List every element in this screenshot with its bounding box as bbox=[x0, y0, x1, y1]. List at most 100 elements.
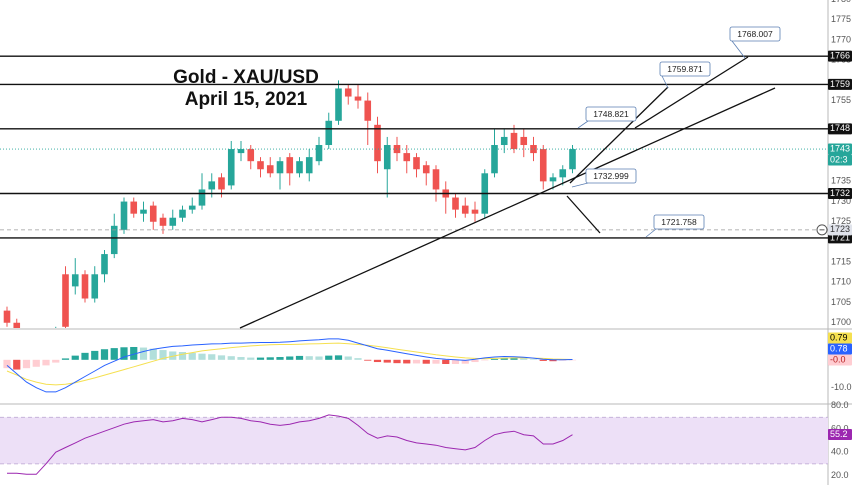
candle-body bbox=[169, 217, 177, 226]
histogram-bar bbox=[139, 347, 148, 360]
histogram-bar bbox=[393, 359, 401, 364]
histogram-bar bbox=[208, 354, 216, 360]
histogram-bar bbox=[539, 359, 547, 361]
candle-body bbox=[101, 254, 108, 275]
candle-body bbox=[549, 177, 557, 182]
candle-body bbox=[13, 322, 21, 328]
candle-body bbox=[452, 197, 459, 210]
histogram-bar bbox=[81, 352, 89, 360]
histogram-bar bbox=[461, 359, 469, 364]
candle-body bbox=[3, 310, 11, 323]
histogram-bar bbox=[373, 359, 382, 363]
histogram-bar bbox=[510, 358, 518, 360]
trend-line bbox=[566, 195, 601, 234]
candle-body bbox=[569, 149, 576, 170]
current-price-tag-bg bbox=[828, 143, 852, 155]
histogram-bar bbox=[403, 359, 411, 364]
histogram-bar bbox=[549, 359, 557, 362]
callout-label: 1721.758 bbox=[661, 217, 697, 227]
candle-body bbox=[403, 153, 411, 162]
histogram-bar bbox=[481, 359, 489, 361]
histogram-bar bbox=[22, 359, 31, 369]
histogram-bar bbox=[237, 357, 245, 360]
candle-body bbox=[218, 177, 225, 190]
histogram-bar bbox=[520, 358, 528, 360]
macd-pane bbox=[3, 338, 577, 393]
candle-body bbox=[315, 145, 323, 162]
histogram-bar bbox=[266, 357, 274, 360]
histogram-bar bbox=[490, 358, 499, 360]
candle-body bbox=[500, 136, 508, 146]
histogram-bar bbox=[61, 358, 70, 360]
candle-body bbox=[325, 120, 333, 146]
candle-body bbox=[247, 149, 255, 162]
callout-leader bbox=[571, 182, 589, 188]
histogram-bar bbox=[130, 346, 138, 360]
trend-line bbox=[634, 56, 749, 129]
rsi-pane bbox=[0, 414, 828, 475]
histogram-bar bbox=[529, 359, 538, 360]
trend-line bbox=[569, 86, 669, 184]
histogram-bar bbox=[3, 359, 11, 369]
candle-body bbox=[354, 96, 362, 101]
y-tick-label: 1755 bbox=[831, 95, 851, 105]
histogram-bar bbox=[32, 359, 40, 367]
histogram-bar bbox=[451, 359, 460, 364]
histogram-bar bbox=[364, 359, 372, 361]
level-tag-bg bbox=[828, 187, 852, 199]
histogram-bar bbox=[247, 357, 255, 360]
y-tick-label: 1715 bbox=[831, 257, 851, 267]
candle-body bbox=[374, 124, 381, 162]
callout-label: 1759.871 bbox=[667, 64, 703, 74]
countdown-tag: 02:3 bbox=[830, 154, 848, 164]
rsi-line bbox=[7, 414, 573, 475]
y-tick-label: 1705 bbox=[831, 297, 851, 307]
histogram-bar bbox=[13, 359, 21, 370]
histogram-bar bbox=[432, 359, 440, 364]
marker-tag: 1723 bbox=[830, 224, 850, 234]
candle-body bbox=[188, 205, 196, 210]
callout-box bbox=[659, 61, 711, 77]
histogram-bar bbox=[120, 347, 128, 360]
candle-body bbox=[286, 157, 294, 174]
histogram-bar bbox=[159, 350, 167, 360]
candle-body bbox=[461, 205, 469, 214]
callout-box bbox=[653, 214, 705, 230]
marker-tag-bg bbox=[828, 224, 852, 236]
macd-tag-bg bbox=[828, 343, 852, 355]
histogram-bar bbox=[188, 352, 196, 360]
histogram-bar bbox=[110, 348, 118, 360]
candle-body bbox=[130, 201, 138, 214]
histogram-bar bbox=[344, 356, 352, 360]
y-tick-label: 1780 bbox=[831, 0, 851, 4]
candle-body bbox=[198, 189, 206, 206]
histogram-bar bbox=[276, 357, 284, 360]
level-tag: 1748 bbox=[830, 123, 850, 133]
callout-leader bbox=[645, 228, 657, 238]
candle-body bbox=[432, 169, 440, 190]
y-tick-label: 60.0 bbox=[831, 423, 849, 433]
histogram-bar bbox=[71, 355, 79, 360]
histogram-bar bbox=[295, 355, 304, 360]
histogram-bar bbox=[383, 359, 391, 363]
histogram-bar bbox=[42, 359, 50, 366]
chart-title: Gold - XAU/USD bbox=[173, 67, 319, 88]
callout-leader bbox=[731, 40, 746, 59]
candle-body bbox=[422, 165, 430, 174]
histogram-bar bbox=[471, 359, 479, 363]
annotations: Gold - XAU/USD April 15, 2021 1768.007 17… bbox=[173, 26, 781, 329]
candle-body bbox=[296, 161, 303, 174]
level-tag: 1766 bbox=[830, 51, 850, 61]
callout-box bbox=[585, 106, 637, 122]
candle-body bbox=[140, 209, 147, 214]
histogram-bar bbox=[422, 359, 430, 364]
histogram-bar bbox=[500, 358, 508, 360]
rsi-tag-bg bbox=[828, 428, 852, 440]
histogram-bar bbox=[149, 348, 157, 360]
histogram-bar bbox=[198, 353, 206, 360]
macd-tag: -0.0 bbox=[830, 354, 846, 364]
rsi-band bbox=[0, 417, 828, 464]
candle-body bbox=[305, 157, 313, 174]
candle-body bbox=[364, 100, 372, 121]
